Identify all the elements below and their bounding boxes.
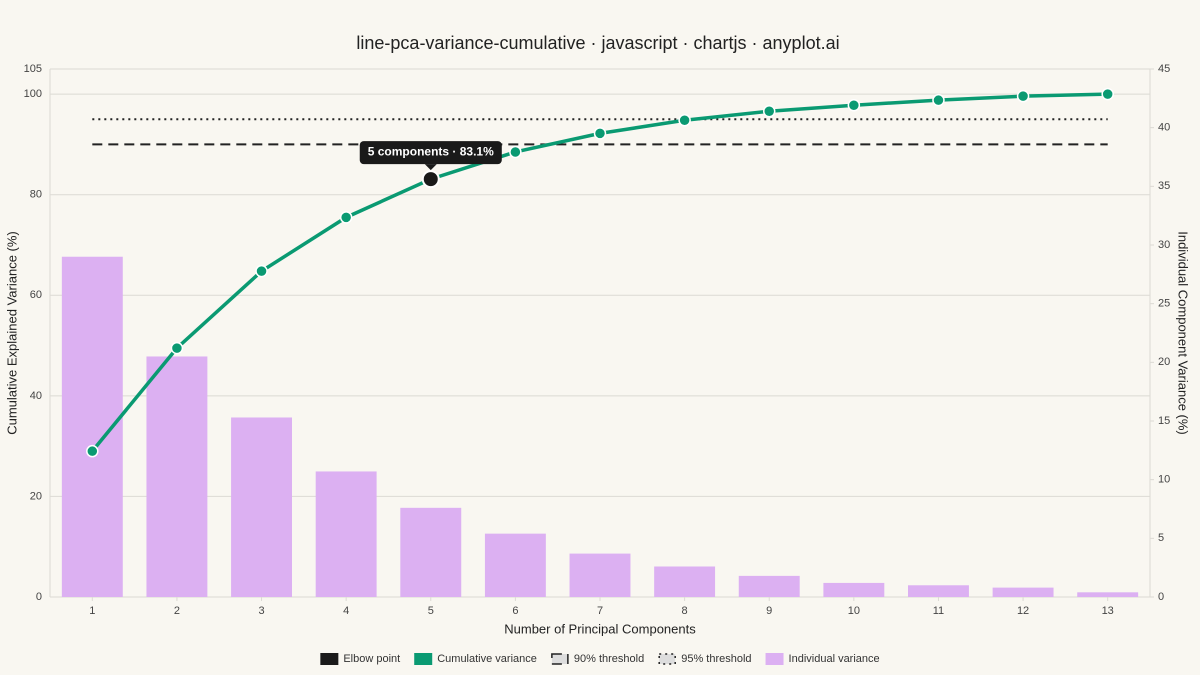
bar bbox=[823, 582, 885, 597]
bar bbox=[231, 417, 292, 597]
legend-swatch bbox=[320, 653, 339, 665]
y2-tick-label: 15 bbox=[1158, 415, 1170, 427]
line-point bbox=[593, 127, 607, 140]
x-tick-label: 7 bbox=[597, 605, 603, 617]
elbow-tooltip: 5 components · 83.1% bbox=[359, 141, 502, 171]
x-tick-label: 5 bbox=[428, 605, 434, 617]
y-tick-label: 40 bbox=[30, 390, 42, 402]
y-tick-label: 20 bbox=[30, 490, 42, 502]
legend-swatch bbox=[765, 653, 784, 665]
x-tick-label: 6 bbox=[512, 605, 518, 617]
elbow-point bbox=[421, 170, 440, 189]
chart-title: line-pca-variance-cumulative · javascrip… bbox=[356, 33, 839, 53]
x-tick-label: 1 bbox=[89, 605, 95, 617]
bar bbox=[1077, 592, 1139, 597]
bar bbox=[315, 471, 377, 597]
x-tick-label: 9 bbox=[766, 605, 772, 617]
x-tick-label: 2 bbox=[174, 605, 180, 617]
line-point bbox=[1016, 89, 1030, 103]
legend-label: Cumulative variance bbox=[437, 653, 537, 665]
line-point bbox=[1101, 87, 1114, 101]
y-tick-label: 0 bbox=[36, 591, 42, 603]
legend-swatch bbox=[658, 653, 676, 665]
x-tick-label: 11 bbox=[933, 605, 944, 617]
y-tick-label: 100 bbox=[24, 88, 42, 100]
bar bbox=[146, 356, 208, 597]
line-point bbox=[509, 145, 522, 159]
line-point bbox=[339, 211, 353, 224]
y2-tick-label: 35 bbox=[1158, 180, 1170, 192]
y2-tick-label: 30 bbox=[1158, 239, 1170, 251]
x-tick-label: 4 bbox=[343, 605, 349, 617]
y2-tick-label: 5 bbox=[1158, 532, 1164, 544]
y2-tick-label: 45 bbox=[1158, 63, 1170, 75]
line-point bbox=[170, 341, 184, 355]
legend: Elbow point Cumulative variance 90% thresh… bbox=[320, 653, 880, 665]
x-axis-title: Number of Principal Components bbox=[504, 621, 696, 636]
x-tick-label: 13 bbox=[1102, 605, 1114, 617]
y-axis-title: Cumulative Explained Variance (%) bbox=[4, 231, 19, 435]
bar bbox=[484, 533, 546, 597]
line-point bbox=[932, 93, 945, 107]
y-tick-label: 80 bbox=[30, 189, 42, 201]
y2-tick-label: 20 bbox=[1158, 356, 1170, 368]
legend-swatch bbox=[551, 653, 569, 665]
bar bbox=[569, 553, 631, 597]
y-tick-label: 105 bbox=[24, 63, 42, 75]
legend-label: 95% threshold bbox=[681, 653, 751, 665]
x-tick-label: 10 bbox=[848, 605, 860, 617]
y2-tick-label: 40 bbox=[1158, 122, 1170, 134]
y2-axis-title: Individual Component Variance (%) bbox=[1176, 231, 1191, 435]
x-tick-label: 8 bbox=[682, 605, 688, 617]
y2-tick-label: 25 bbox=[1158, 298, 1170, 310]
line-point bbox=[847, 98, 861, 112]
legend-label: 90% threshold bbox=[574, 653, 644, 665]
y-tick-label: 60 bbox=[30, 289, 42, 301]
tooltip-box bbox=[359, 141, 502, 165]
tooltip-label: 5 components · 83.1% bbox=[368, 144, 494, 158]
line-point bbox=[762, 104, 776, 118]
y2-tick-label: 0 bbox=[1158, 591, 1164, 603]
y2-tick-label: 10 bbox=[1158, 474, 1170, 486]
bar bbox=[654, 566, 716, 597]
line-point bbox=[255, 264, 268, 278]
bar bbox=[400, 507, 462, 597]
legend-label: Individual variance bbox=[789, 653, 880, 665]
bar bbox=[738, 575, 800, 597]
legend-swatch bbox=[414, 653, 433, 665]
bar bbox=[992, 587, 1054, 597]
bar bbox=[908, 585, 969, 597]
legend-label: Elbow point bbox=[343, 653, 400, 665]
line-point bbox=[678, 114, 691, 127]
x-tick-label: 12 bbox=[1017, 605, 1029, 617]
tooltip-pointer bbox=[424, 164, 437, 171]
line-point bbox=[86, 444, 99, 458]
x-tick-label: 3 bbox=[258, 605, 264, 617]
